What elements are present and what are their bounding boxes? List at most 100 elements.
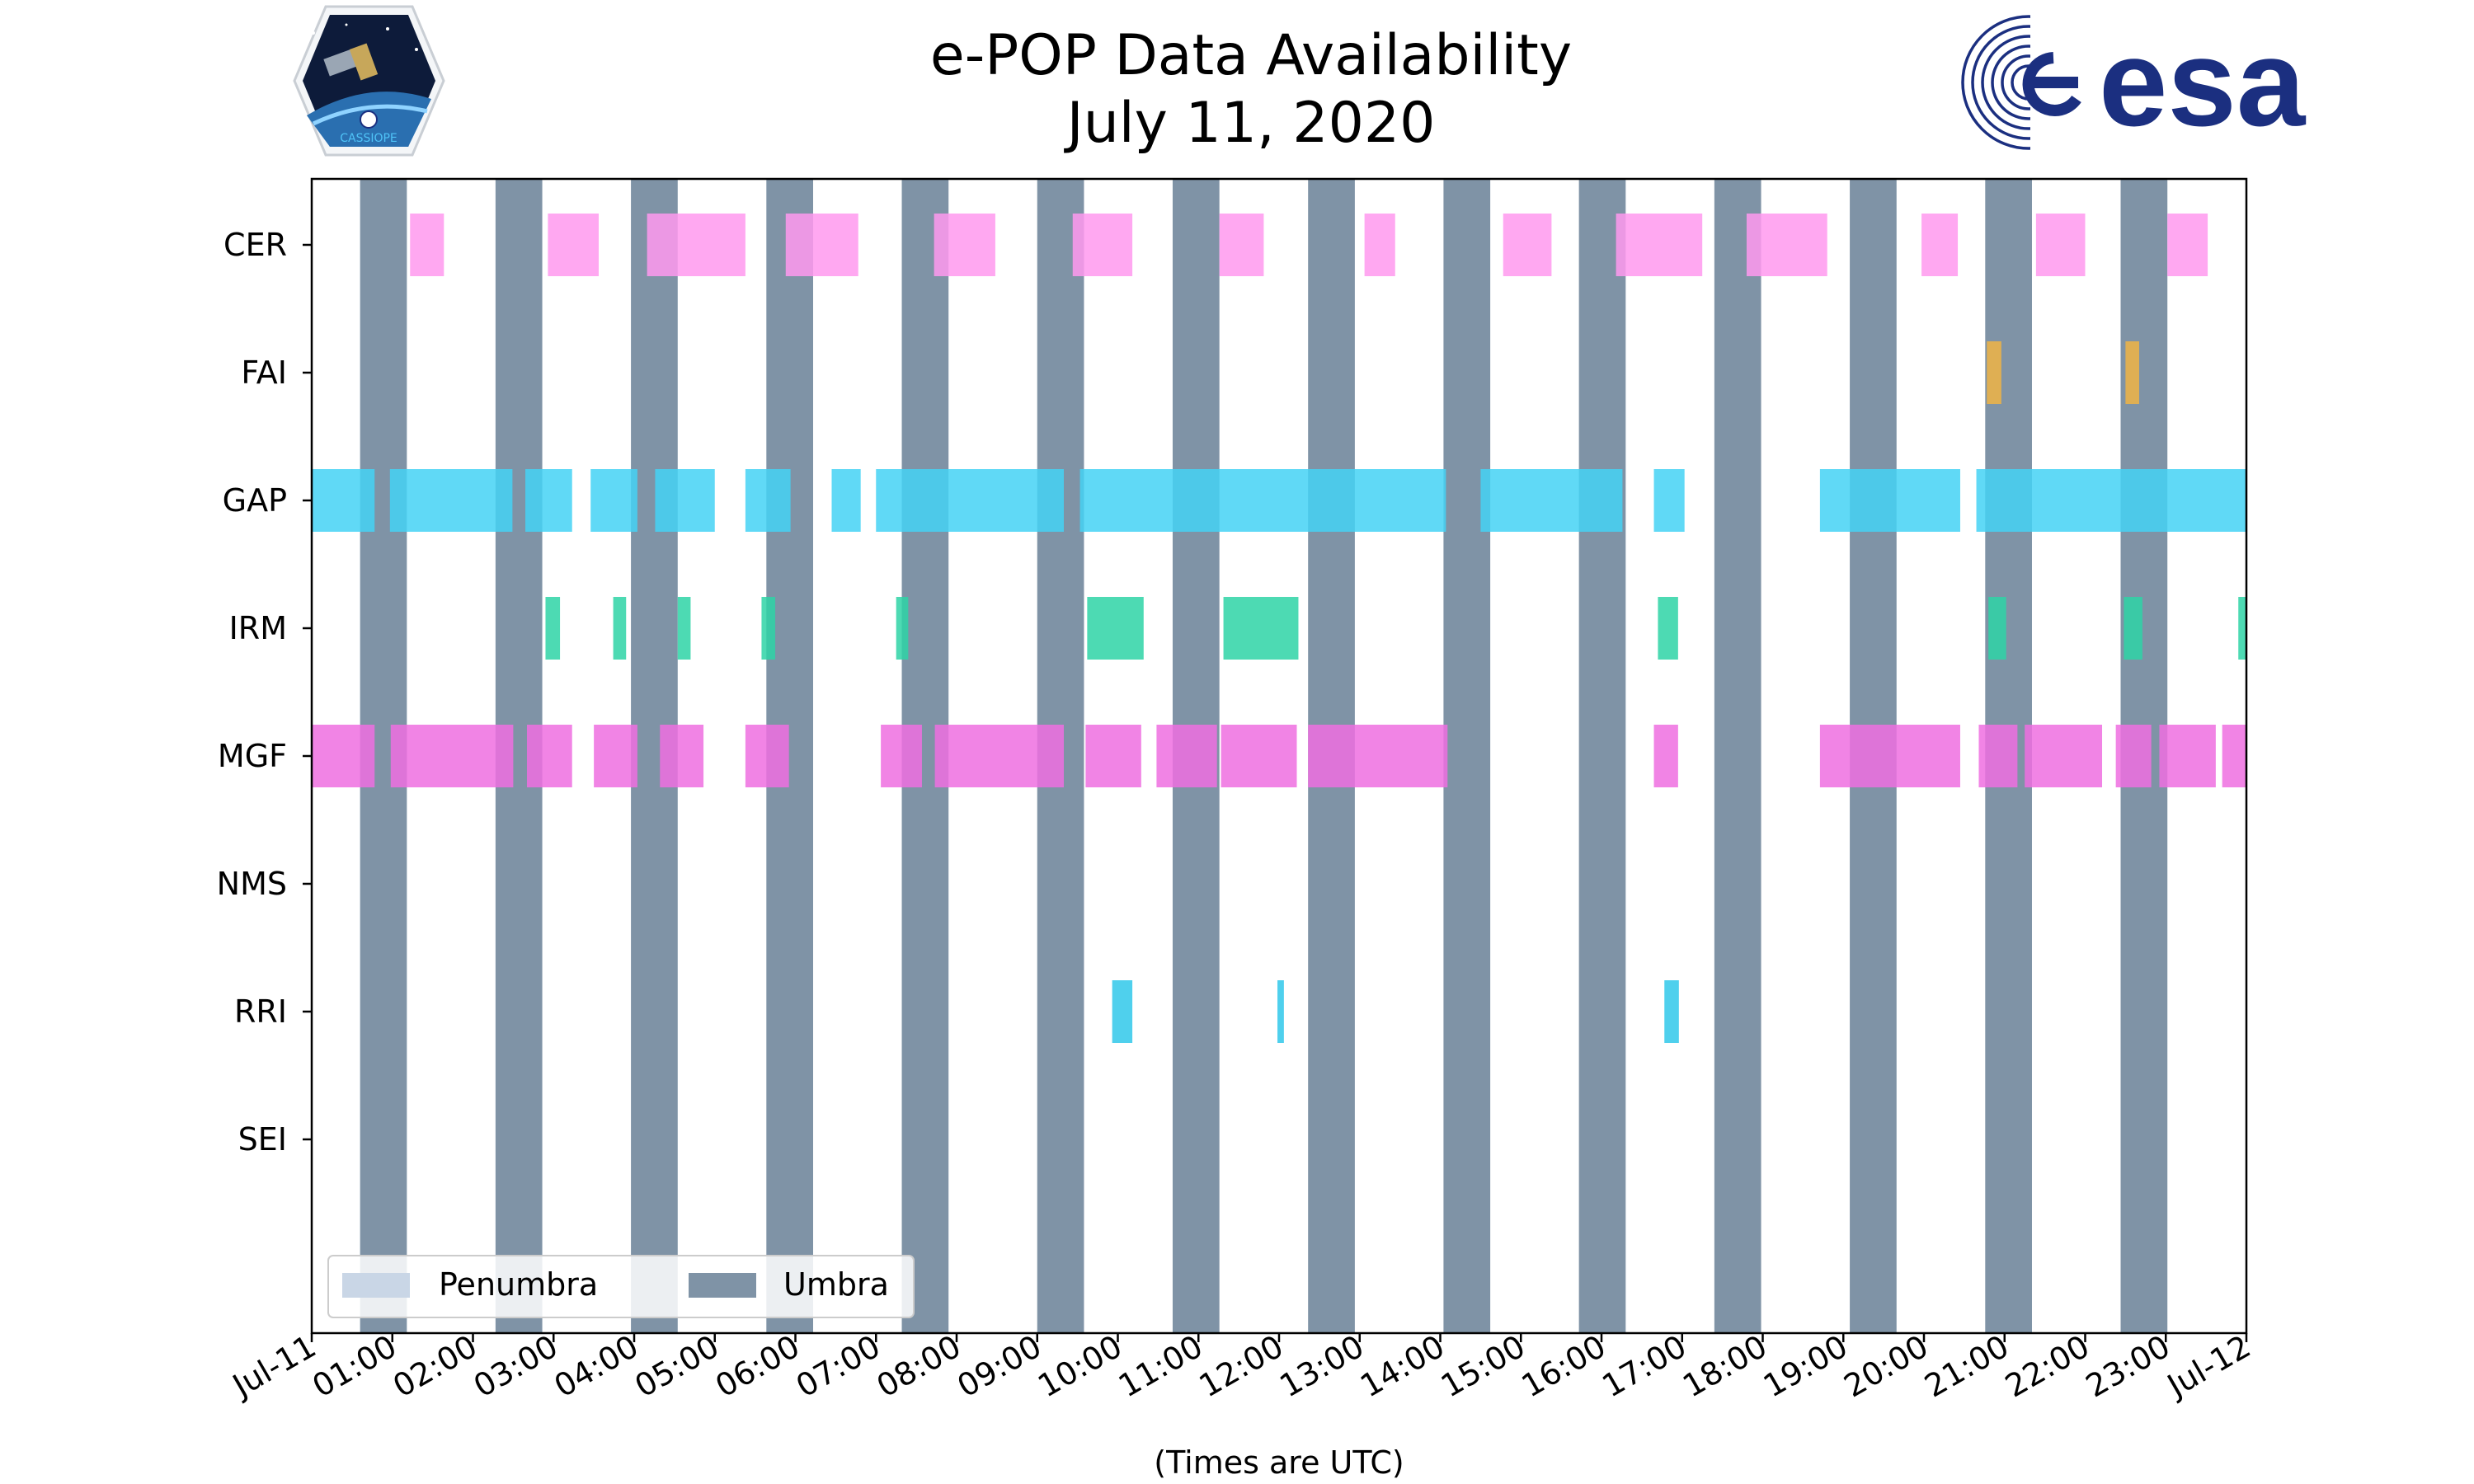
legend-swatch-umbra [689,1273,756,1298]
x-tick-label: 01:00 [306,1328,402,1405]
x-tick-label: 16:00 [1516,1328,1612,1405]
x-tick-label: 21:00 [1918,1328,2015,1405]
x-tick-label: 13:00 [1273,1328,1370,1405]
y-tick-label: FAI [241,355,287,391]
bar-irm [761,597,776,660]
y-tick-label: SEI [238,1121,287,1158]
bar-gap [1079,469,1446,532]
x-tick-label: 22:00 [1999,1328,2095,1405]
bar-irm [1087,597,1144,660]
bar-cer [785,214,858,276]
bar-gap [312,469,375,532]
bar-irm [1658,597,1678,660]
x-tick-label: 12:00 [1193,1328,1290,1405]
y-tick-label: IRM [229,610,287,646]
bar-mgf [1653,725,1678,787]
x-tick-label: 04:00 [548,1328,645,1405]
bar-gap [389,469,513,532]
x-tick-label: Jul-11 [225,1328,322,1405]
bar-gap [876,469,1065,532]
bar-cer [934,214,995,276]
chart-title-line-1: e-POP Data Availability [930,23,1572,88]
umbra-band [1443,179,1491,1333]
x-tick-label: 08:00 [871,1328,967,1405]
x-tick-label: 11:00 [1112,1328,1209,1405]
x-tick-label: 07:00 [790,1328,887,1405]
bar-mgf [390,725,514,787]
bar-gap [1819,469,1960,532]
legend-frame [327,1255,915,1318]
bar-gap [655,469,715,532]
bar-gap [745,469,791,532]
x-tick-label: 05:00 [628,1328,725,1405]
bar-gap [590,469,637,532]
bar-irm [613,597,627,660]
bar-cer [1503,214,1552,276]
legend-label-umbra: Umbra [783,1266,889,1303]
bar-cer [410,214,444,276]
bar-cer [1746,214,1827,276]
bar-cer [2167,214,2208,276]
bar-mgf [1085,725,1141,787]
x-tick-label: 10:00 [1032,1328,1128,1405]
bar-fai [1987,341,2001,404]
bar-mgf [745,725,789,787]
bar-rri [1664,980,1679,1043]
bar-irm [545,597,561,660]
x-tick-label: 20:00 [1838,1328,1935,1405]
bar-gap [1653,469,1685,532]
esa-logo-text: esa [2099,13,2307,152]
x-tick-label: Jul-12 [2160,1328,2256,1405]
bar-mgf [934,725,1065,787]
cassiope-logo: CASSIOPE [293,5,445,157]
bar-mgf [526,725,572,787]
cassiope-logo-text: CASSIOPE [340,132,397,145]
bar-mgf [1156,725,1217,787]
y-tick-label: MGF [218,738,287,774]
bar-mgf [2025,725,2103,787]
esa-logo: esa [1961,13,2307,152]
bar-mgf [1978,725,2018,787]
instrument-bars [312,214,2246,1043]
bar-cer [1072,214,1133,276]
bar-irm [2124,597,2142,660]
bar-cer [1616,214,1703,276]
legend-swatch-penumbra [342,1273,410,1298]
y-tick-label: CER [223,227,287,263]
x-tick-label: 19:00 [1757,1328,1854,1405]
x-tick-label: 03:00 [468,1328,564,1405]
chart-title-line-2: July 11, 2020 [1064,91,1436,156]
bar-irm [896,597,909,660]
x-axis-label: (Times are UTC) [1154,1444,1404,1481]
x-tick-label: 23:00 [2080,1328,2176,1405]
bar-mgf [1308,725,1448,787]
bar-cer [647,214,745,276]
bar-mgf [312,725,375,787]
bar-mgf [2159,725,2216,787]
bar-mgf [1819,725,1960,787]
y-tick-label: RRI [234,993,287,1030]
bar-mgf [2222,725,2246,787]
bar-mgf [594,725,637,787]
y-tick-label: GAP [223,482,287,519]
bar-mgf [1221,725,1297,787]
x-tick-label: 06:00 [709,1328,806,1405]
bar-mgf [2115,725,2152,787]
bar-cer [2035,214,2086,276]
bar-cer [1364,214,1395,276]
bar-gap [831,469,861,532]
legend: Penumbra Umbra [327,1255,915,1318]
x-tick-label: 15:00 [1435,1328,1531,1405]
bar-fai [2125,341,2139,404]
bar-mgf [881,725,922,787]
bar-irm [2238,597,2246,660]
x-tick-label: 14:00 [1354,1328,1451,1405]
x-tick-label: 17:00 [1596,1328,1692,1405]
bar-rri [1112,980,1133,1043]
bar-cer [1921,214,1959,276]
x-tick-label: 09:00 [951,1328,1047,1405]
umbra-band [1714,179,1761,1333]
bar-irm [1988,597,2006,660]
x-axis: Jul-1101:0002:0003:0004:0005:0006:0007:0… [225,1328,2256,1405]
